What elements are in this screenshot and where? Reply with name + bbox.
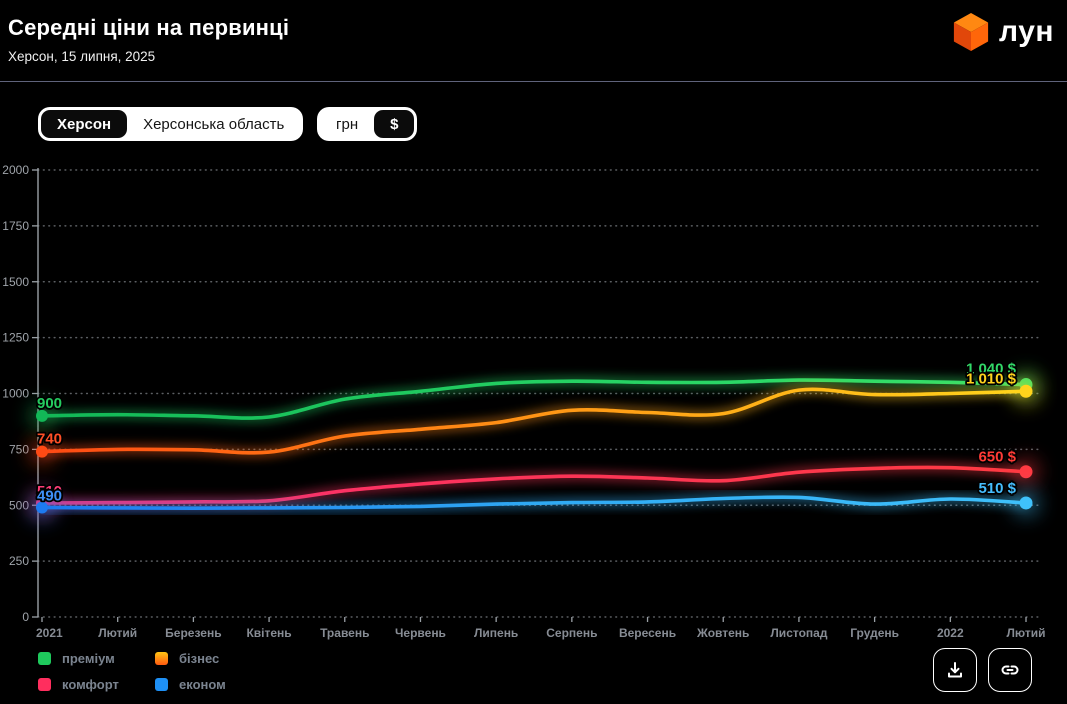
- svg-text:Листопад: Листопад: [770, 626, 827, 640]
- currency-option-uah[interactable]: грн: [320, 110, 374, 138]
- svg-text:Липень: Липень: [474, 626, 518, 640]
- legend-item-business: бізнес: [155, 651, 226, 666]
- econom-start-value-label: 490: [37, 487, 62, 504]
- svg-text:250: 250: [9, 554, 29, 568]
- svg-text:Червень: Червень: [395, 626, 446, 640]
- lun-logo-text: лун: [999, 15, 1054, 48]
- comfort-swatch-icon: [38, 678, 51, 691]
- svg-text:2000: 2000: [2, 163, 29, 177]
- business-end-dot: [1019, 384, 1033, 398]
- svg-text:2021: 2021: [36, 626, 63, 640]
- svg-text:750: 750: [9, 442, 29, 456]
- currency-toggle: грн $: [317, 107, 418, 141]
- chart-legend: преміум бізнес комфорт економ: [38, 651, 226, 692]
- business-swatch-icon: [155, 652, 168, 665]
- legend-item-comfort: комфорт: [38, 677, 155, 692]
- svg-text:500: 500: [9, 498, 29, 512]
- svg-text:1250: 1250: [2, 331, 29, 345]
- lun-logo: лун: [952, 11, 1054, 53]
- legend-label-premium: преміум: [62, 651, 115, 666]
- svg-text:1750: 1750: [2, 219, 29, 233]
- comfort-end-value-label: 650 $: [978, 449, 1016, 466]
- premium-end-value-label: 1 040 $: [966, 361, 1017, 378]
- business-line-glow: [41, 384, 1027, 458]
- svg-text:Травень: Травень: [320, 626, 369, 640]
- link-icon: [1001, 665, 1019, 675]
- comfort-line: [40, 465, 1028, 505]
- currency-option-usd[interactable]: $: [374, 110, 415, 138]
- business-line: [40, 387, 1028, 455]
- download-icon: [948, 662, 962, 678]
- svg-text:2022: 2022: [937, 626, 964, 640]
- business-start-value-label: 740: [37, 431, 62, 448]
- legend-label-comfort: комфорт: [62, 677, 119, 692]
- premium-swatch-icon: [38, 652, 51, 665]
- econom-line: [40, 495, 1028, 511]
- legend-item-econom: економ: [155, 677, 226, 692]
- legend-label-business: бізнес: [179, 651, 220, 666]
- business-end-value-label: 1 010 $: [966, 370, 1017, 387]
- lun-cube-icon: [953, 13, 989, 51]
- header: Середні ціни на первинці Херсон, 15 липн…: [0, 0, 1067, 82]
- premium-start-value-label: 900: [37, 395, 62, 412]
- svg-text:Лютий: Лютий: [98, 626, 137, 640]
- download-button[interactable]: [933, 648, 977, 692]
- legend-label-econom: економ: [179, 677, 226, 692]
- copy-link-button[interactable]: [988, 648, 1032, 692]
- svg-text:Березень: Березень: [165, 626, 221, 640]
- page-title: Середні ціни на первинці: [8, 15, 290, 40]
- comfort-line-glow: [41, 462, 1027, 508]
- econom-swatch-icon: [155, 678, 168, 691]
- legend-item-premium: преміум: [38, 651, 155, 666]
- price-chart: 0 250 500 750 1000 1250 1500 1750 2000 2021 Лютий Б…: [2, 163, 1046, 640]
- svg-text:Серпень: Серпень: [546, 626, 597, 640]
- premium-start-dot: [36, 409, 48, 422]
- svg-text:Вересень: Вересень: [619, 626, 676, 640]
- location-option-kherson-region[interactable]: Херсонська область: [127, 110, 300, 138]
- econom-start-dot: [36, 501, 48, 514]
- svg-text:0: 0: [22, 610, 29, 624]
- page-subtitle: Херсон, 15 липня, 2025: [8, 49, 156, 64]
- svg-text:Лютий: Лютий: [1007, 626, 1046, 640]
- svg-text:Грудень: Грудень: [850, 626, 899, 640]
- location-option-kherson[interactable]: Херсон: [41, 110, 128, 138]
- svg-text:Квітень: Квітень: [246, 626, 291, 640]
- svg-text:Жовтень: Жовтень: [696, 626, 749, 640]
- svg-text:1500: 1500: [2, 275, 29, 289]
- comfort-end-dot: [1019, 465, 1033, 479]
- location-toggle: Херсон Херсонська область: [38, 107, 304, 141]
- econom-end-value-label: 510 $: [978, 480, 1016, 497]
- premium-line: [40, 378, 1028, 420]
- comfort-start-value-label: 510: [37, 483, 62, 500]
- business-start-dot: [36, 445, 48, 458]
- econom-end-dot: [1019, 496, 1033, 510]
- svg-text:1000: 1000: [2, 387, 29, 401]
